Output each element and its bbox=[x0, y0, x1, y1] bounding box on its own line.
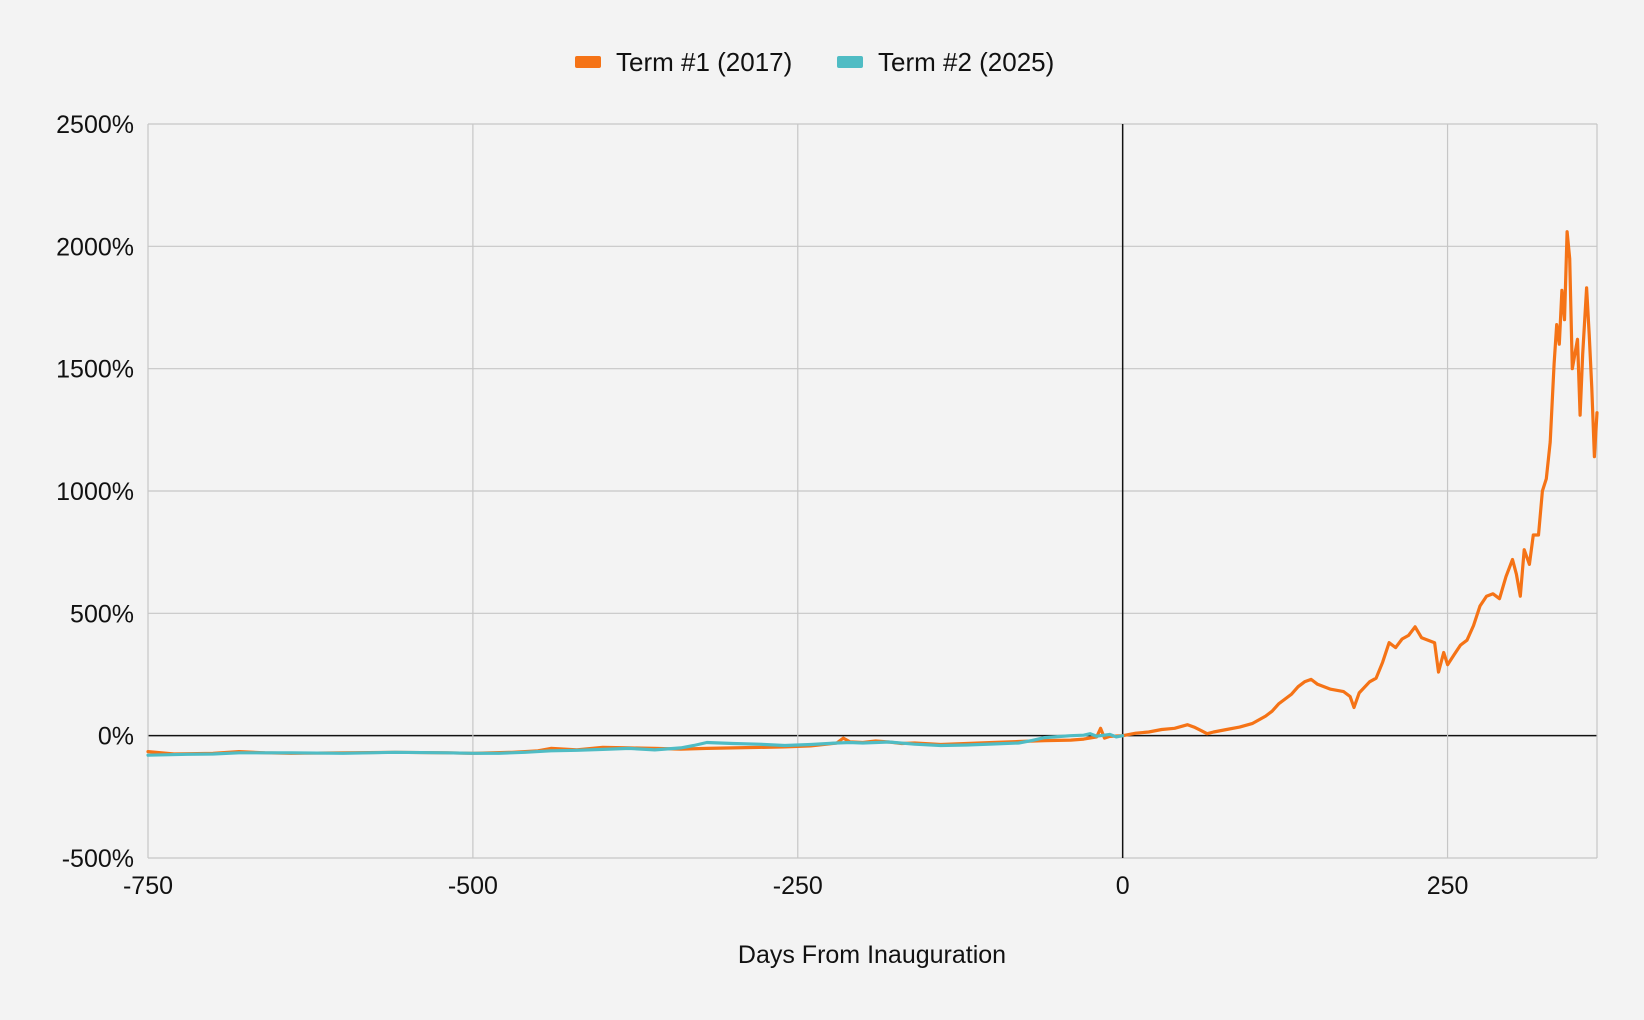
legend-item-term2[interactable]: Term #2 (2025) bbox=[837, 47, 1054, 77]
legend-label-term2: Term #2 (2025) bbox=[878, 47, 1054, 77]
y-tick-label: 0% bbox=[98, 723, 134, 751]
x-tick-label: -750 bbox=[123, 872, 173, 900]
x-tick-label: -250 bbox=[773, 872, 823, 900]
x-tick-label: -500 bbox=[448, 872, 498, 900]
y-tick-label: 500% bbox=[70, 600, 134, 628]
y-axis-tick-labels: -500% 0% 500% 1000% 1500% 2000% 2500% bbox=[56, 111, 134, 873]
y-tick-label: 2500% bbox=[56, 111, 134, 139]
series-layer bbox=[146, 230, 1599, 757]
series-line-term1 bbox=[146, 230, 1599, 756]
x-axis-tick-labels: -750 -500 -250 0 250 bbox=[123, 872, 1468, 900]
legend-label-term1: Term #1 (2017) bbox=[616, 47, 792, 77]
legend-item-term1[interactable]: Term #1 (2017) bbox=[575, 47, 792, 77]
y-tick-label: 2000% bbox=[56, 233, 134, 261]
x-tick-label: 250 bbox=[1427, 872, 1469, 900]
y-tick-label: 1000% bbox=[56, 478, 134, 506]
legend-swatch-term2 bbox=[837, 56, 863, 68]
legend: Term #1 (2017) Term #2 (2025) bbox=[575, 47, 1054, 77]
x-tick-label: 0 bbox=[1116, 872, 1130, 900]
series-line-term2 bbox=[146, 732, 1125, 757]
y-tick-label: -500% bbox=[62, 845, 134, 873]
y-tick-label: 1500% bbox=[56, 356, 134, 384]
grid bbox=[147, 123, 1598, 859]
x-axis-title: Days From Inauguration bbox=[738, 941, 1006, 969]
legend-swatch-term1 bbox=[575, 56, 601, 68]
